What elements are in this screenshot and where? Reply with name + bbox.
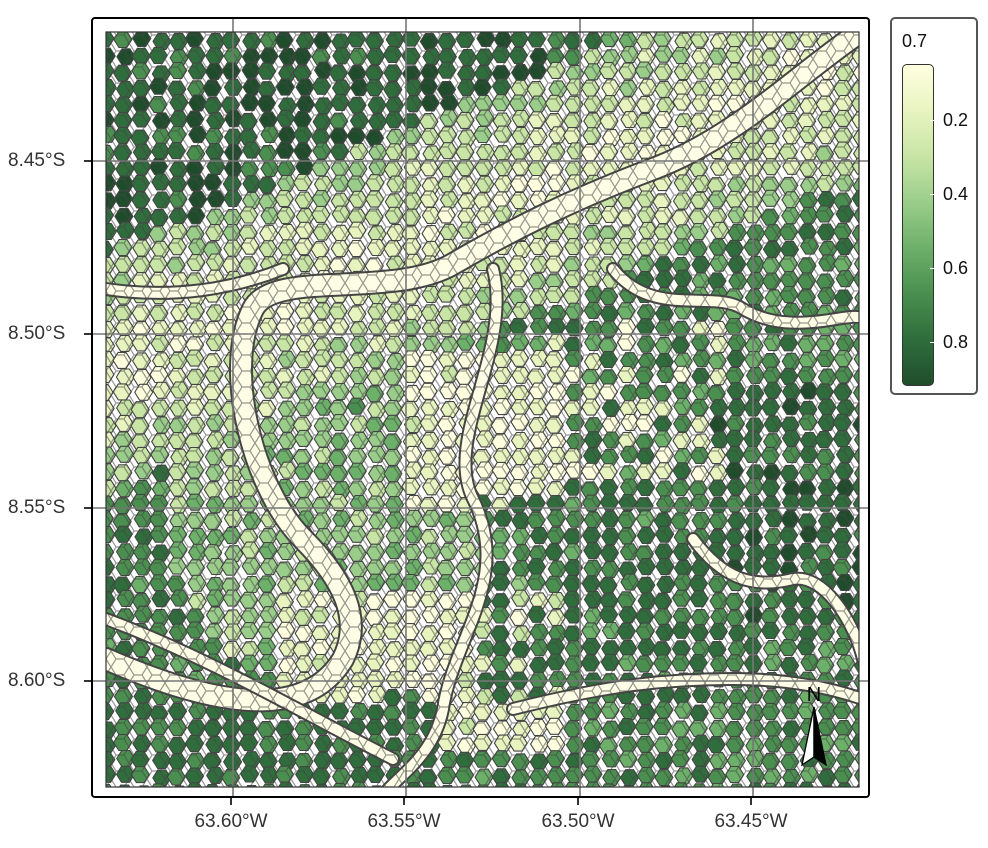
choropleth-map[interactable]: N bbox=[93, 19, 868, 796]
x-tick bbox=[403, 798, 405, 805]
legend-tick-label: 0.4 bbox=[943, 183, 969, 204]
x-axis-label-2: 63.55°W bbox=[367, 811, 441, 832]
y-axis-label-2: 8.50°S bbox=[8, 323, 66, 344]
x-tick bbox=[577, 798, 579, 805]
x-axis-label-4: 63.45°W bbox=[714, 811, 788, 832]
north-arrow-label: N bbox=[807, 684, 821, 706]
y-tick bbox=[84, 680, 91, 682]
x-axis-label-3: 63.50°W bbox=[541, 811, 615, 832]
x-tick bbox=[230, 798, 232, 805]
legend-color-bar bbox=[902, 64, 934, 386]
legend-tick-mark bbox=[930, 193, 934, 196]
y-tick bbox=[84, 160, 91, 162]
y-axis-label-3: 8.55°S bbox=[8, 497, 66, 518]
y-axis-label-4: 8.60°S bbox=[8, 670, 66, 691]
legend-tick-mark bbox=[930, 267, 934, 270]
legend-tick-label: 0.8 bbox=[943, 331, 969, 352]
y-tick bbox=[84, 333, 91, 335]
north-arrow-icon: N bbox=[801, 684, 827, 767]
legend-tick-label: 0.2 bbox=[943, 109, 969, 130]
legend-title: 0.7 bbox=[902, 31, 928, 51]
legend-tick-mark bbox=[930, 119, 934, 122]
x-tick bbox=[750, 798, 752, 805]
graticule-lines bbox=[93, 19, 868, 796]
y-axis-label-1: 8.45°S bbox=[8, 150, 66, 171]
color-legend: 0.7 0.2 0.4 0.6 0.8 bbox=[890, 17, 978, 395]
map-panel[interactable]: N bbox=[91, 17, 870, 798]
legend-tick-label: 0.6 bbox=[943, 257, 969, 278]
legend-tick-mark bbox=[930, 341, 934, 344]
y-tick bbox=[84, 507, 91, 509]
x-axis-label-1: 63.60°W bbox=[194, 811, 268, 832]
